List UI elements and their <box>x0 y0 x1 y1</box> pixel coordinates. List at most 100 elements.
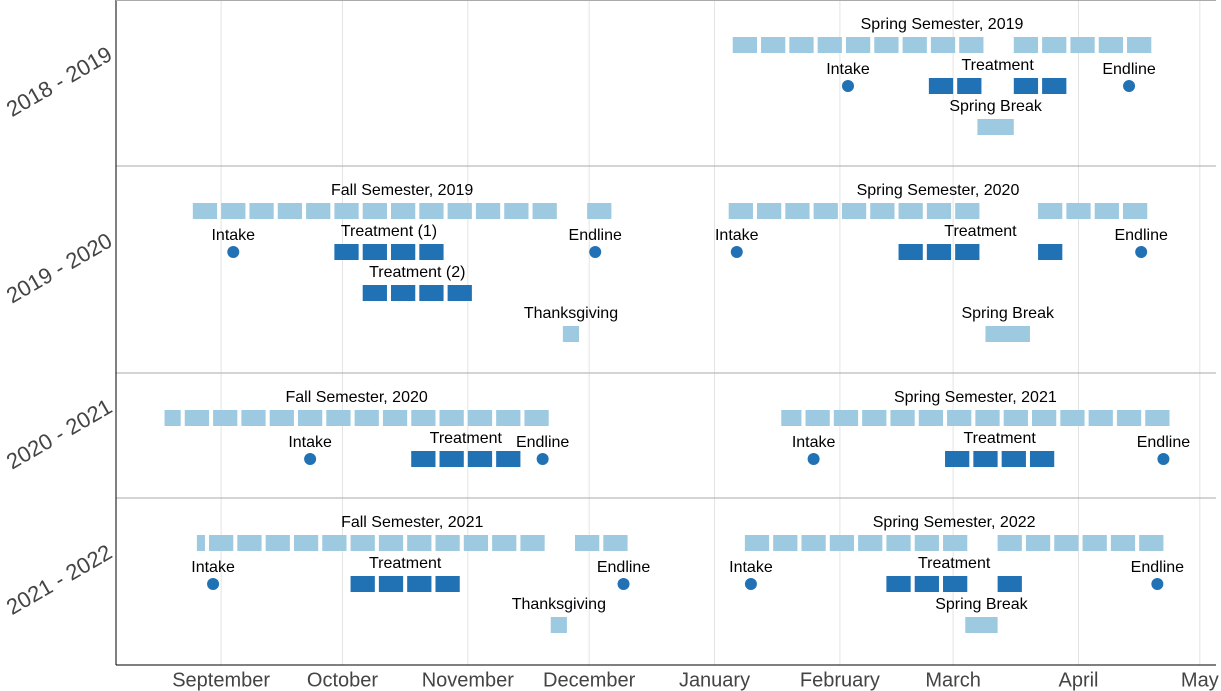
break-block <box>965 617 998 633</box>
semester-block <box>930 37 956 53</box>
x-tick-label: September <box>172 669 270 691</box>
event-dot <box>1123 80 1136 92</box>
semester-block <box>362 203 387 219</box>
event-dot <box>730 246 743 258</box>
semester-block <box>293 535 319 551</box>
semester-block <box>1038 203 1063 219</box>
treatment-block <box>1038 244 1063 260</box>
treatment-block <box>1042 78 1067 94</box>
semester-block <box>845 37 871 53</box>
semester-block <box>947 410 972 426</box>
treatment-block <box>496 451 521 467</box>
semester-block <box>841 203 867 219</box>
event-dot <box>227 246 240 258</box>
semester-block <box>1127 37 1152 53</box>
break-block <box>977 119 1014 135</box>
treatment-block <box>1013 78 1039 94</box>
event-label: Endline <box>516 434 569 451</box>
event-label: Endline <box>1114 227 1167 244</box>
semester-block <box>902 37 927 53</box>
semester-block <box>350 535 375 551</box>
x-tick-label: March <box>925 669 981 691</box>
treatment-label: Treatment <box>430 430 503 447</box>
semester-block <box>833 410 859 426</box>
treatment-block <box>439 451 464 467</box>
treatment-block <box>914 576 939 592</box>
semester-block <box>1025 535 1051 551</box>
treatment-block <box>973 451 998 467</box>
treatment-block <box>955 244 980 260</box>
treatment-label: Treatment <box>963 430 1036 447</box>
semester-block <box>997 535 1022 551</box>
semester-block <box>575 535 600 551</box>
event-label: Intake <box>288 434 332 451</box>
event-label: Intake <box>792 434 836 451</box>
break-label: Spring Break <box>961 305 1054 322</box>
event-label: Intake <box>826 61 870 78</box>
semester-block <box>728 203 753 219</box>
semester-block <box>975 410 1000 426</box>
semester-block <box>1145 410 1170 426</box>
event-dot <box>589 246 602 258</box>
semester-label: Fall Semester, 2020 <box>285 389 427 406</box>
semester-block <box>277 203 303 219</box>
break-block <box>550 617 567 633</box>
event-label: Intake <box>191 559 235 576</box>
treatment-label: Treatment <box>369 555 442 572</box>
semester-block <box>1082 535 1107 551</box>
event-label: Intake <box>715 227 759 244</box>
semester-block <box>524 410 549 426</box>
treatment-block <box>419 285 444 301</box>
semester-label: Spring Semester, 2020 <box>857 182 1020 199</box>
semester-block <box>1139 535 1164 551</box>
semester-block <box>732 37 757 53</box>
semester-block <box>926 203 952 219</box>
semester-block <box>1088 410 1113 426</box>
event-dot <box>841 80 854 92</box>
semester-block <box>890 410 915 426</box>
semester-block <box>1060 410 1085 426</box>
semester-block <box>898 203 923 219</box>
event-dot <box>1135 246 1148 258</box>
semester-block <box>164 410 181 426</box>
treatment-block <box>419 244 444 260</box>
semester-block <box>801 535 826 551</box>
semester-block <box>297 410 323 426</box>
semester-block <box>1094 203 1119 219</box>
treatment-block <box>362 285 387 301</box>
treatment-block <box>411 451 436 467</box>
semester-block <box>532 203 557 219</box>
treatment-block <box>362 244 387 260</box>
semester-block <box>419 203 444 219</box>
treatment-block <box>391 244 416 260</box>
semester-block <box>773 535 798 551</box>
treatment-block <box>1029 451 1055 467</box>
event-label: Endline <box>569 227 622 244</box>
semester-block <box>467 410 493 426</box>
treatment-block <box>886 576 911 592</box>
break-block <box>985 326 1030 342</box>
semester-block <box>184 410 210 426</box>
row-label: 2020 - 2021 <box>2 394 116 474</box>
treatment-label: Treatment <box>918 555 991 572</box>
semester-block <box>209 535 234 551</box>
semester-block <box>447 203 472 219</box>
semester-block <box>870 203 895 219</box>
treatment-label: Treatment (1) <box>341 223 437 240</box>
semester-block <box>196 535 205 551</box>
semester-block <box>221 203 246 219</box>
semester-block <box>382 410 408 426</box>
semester-label: Spring Semester, 2021 <box>894 389 1057 406</box>
semester-block <box>756 203 782 219</box>
semester-block <box>322 535 347 551</box>
semester-block <box>1003 410 1028 426</box>
semester-block <box>504 203 529 219</box>
semester-block <box>1070 37 1095 53</box>
semester-block <box>874 37 899 53</box>
semester-block <box>813 203 838 219</box>
semester-block <box>781 410 802 426</box>
x-tick-label: May <box>1181 669 1219 691</box>
treatment-block <box>435 576 460 592</box>
treatment-block <box>334 244 359 260</box>
